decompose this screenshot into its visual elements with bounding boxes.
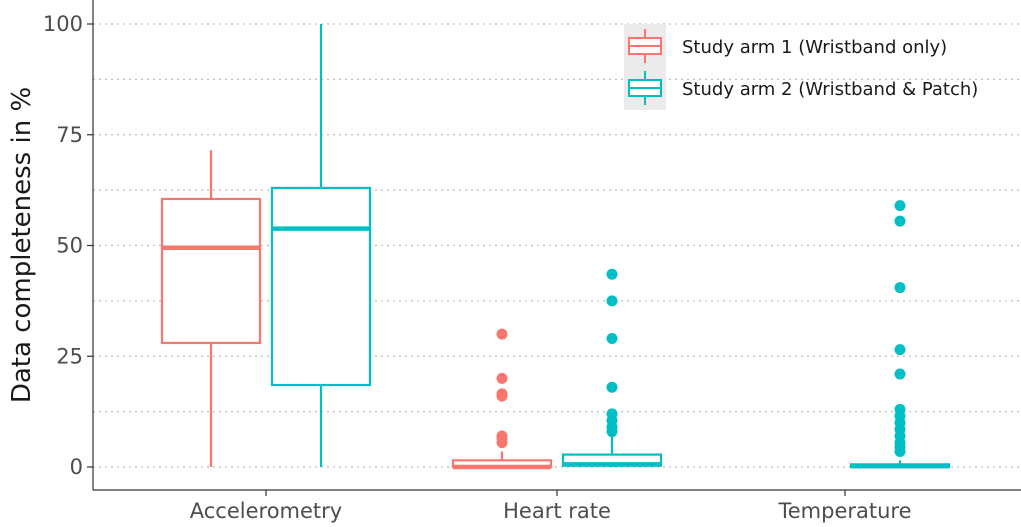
legend-label: Study arm 2 (Wristband & Patch) (682, 79, 978, 100)
outlier-point (894, 282, 906, 294)
outlier-point (606, 408, 618, 420)
legend-item-1: Study arm 1 (Wristband only) (628, 29, 947, 63)
outlier-point (496, 430, 508, 442)
iqr-box (270, 186, 372, 387)
outlier-point (606, 333, 618, 345)
outlier-point (894, 344, 906, 356)
iqr-box (160, 197, 262, 345)
y-axis-title: Data completeness in % (7, 87, 37, 403)
outlier-point (894, 368, 906, 380)
legend: Study arm 1 (Wristband only) Study arm 2 … (624, 24, 978, 110)
gridlines (93, 23, 1021, 468)
x-tick-label: Temperature (777, 499, 911, 523)
y-tick-label: 0 (70, 455, 83, 479)
box-1-1 (561, 268, 663, 467)
y-tick-label: 75 (56, 123, 83, 147)
box-1-0 (270, 24, 372, 467)
box-1-2 (849, 200, 951, 469)
outlier-point (606, 268, 618, 280)
x-tick-label: Heart rate (503, 499, 611, 523)
outlier-point (496, 328, 508, 340)
box-0-0 (160, 150, 262, 467)
y-tick-label: 50 (56, 234, 83, 258)
y-tick-label: 25 (56, 344, 83, 368)
box-0-1 (451, 328, 553, 470)
legend-item-2: Study arm 2 (Wristband & Patch) (628, 71, 978, 105)
outlier-point (606, 295, 618, 307)
ticks: 0 25 50 75 100 Accelerometry Heart rate Tempera… (43, 12, 912, 523)
x-tick-label: Accelerometry (190, 499, 342, 523)
outlier-point (894, 215, 906, 227)
outlier-point (496, 388, 508, 400)
legend-label: Study arm 1 (Wristband only) (682, 37, 947, 58)
outlier-point (894, 200, 906, 212)
outlier-point (606, 381, 618, 393)
outlier-point (894, 403, 906, 415)
outlier-point (496, 372, 508, 384)
y-tick-label: 100 (43, 12, 83, 36)
boxes (160, 24, 951, 470)
